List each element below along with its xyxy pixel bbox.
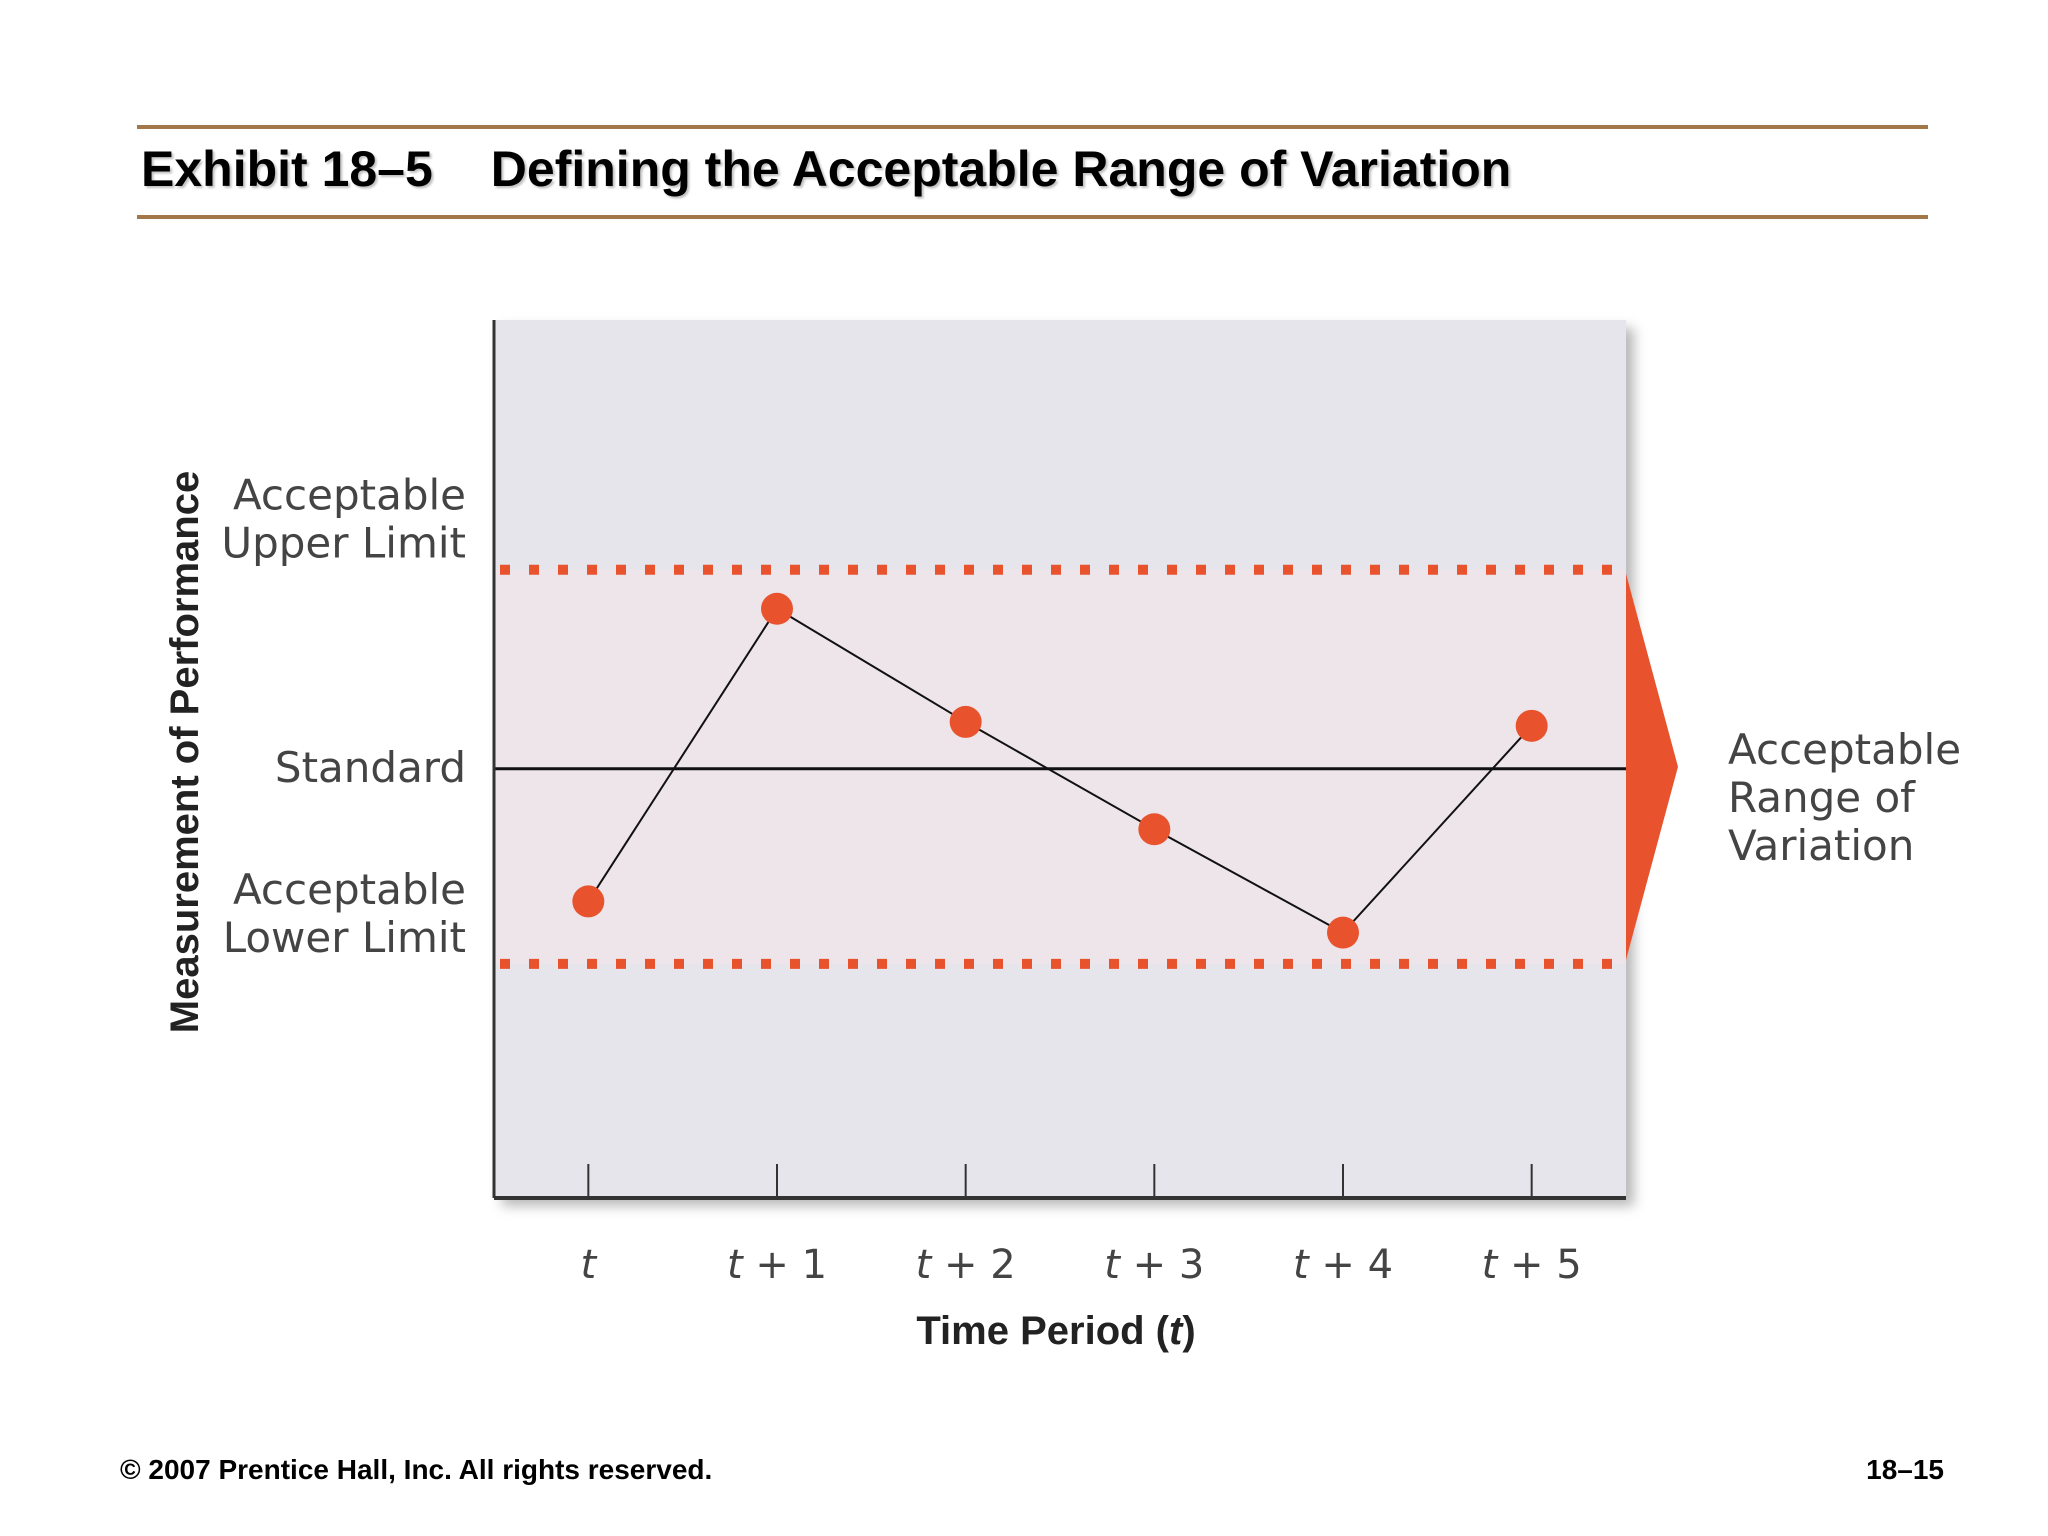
page-number: 18–15 [1866,1454,1944,1485]
reference-label-lower: Acceptable [233,865,466,914]
x-axis-title-main: Time Period ( [916,1309,1169,1353]
data-point [1327,916,1359,949]
reference-label-lower: Lower Limit [223,913,466,962]
series-line [587,607,1533,934]
x-tick-label-suffix: + 3 [1120,1242,1204,1288]
x-tick-label-var: t [1104,1242,1121,1288]
x-tick-label: t + 5 [1482,1242,1582,1288]
x-axis-title-var: t [1169,1309,1184,1353]
acceptable-band [494,569,1626,964]
reference-label-standard: Standard [275,743,466,792]
data-point [572,885,605,918]
x-tick-label-var: t [916,1242,933,1288]
x-tick-label: t + 1 [727,1242,827,1288]
slide-title: Exhibit 18–5 Defining the Acceptable Rang… [141,140,1511,198]
exhibit-title: Defining the Acceptable Range of Variati… [490,141,1512,197]
reference-label-upper: Acceptable [233,471,466,520]
x-tick-label: t + 3 [1104,1242,1204,1288]
data-point [1138,813,1171,846]
title-rule-top [137,125,1928,129]
data-point [761,592,793,625]
x-tick-label: t [580,1242,597,1288]
data-point [949,705,982,738]
exhibit-number: Exhibit 18–5 [141,141,433,197]
range-label: Range of [1728,773,1916,822]
x-axis-title: Time Period (t) [916,1309,1195,1353]
x-tick-label-suffix: + 1 [743,1242,827,1288]
x-axis-title-close: ) [1182,1309,1195,1353]
x-tick-label: t + 2 [916,1242,1016,1288]
range-label: Variation [1728,821,1914,870]
x-tick-label-var: t [1293,1242,1310,1288]
range-label: Acceptable [1728,725,1961,774]
x-tick-label: t + 4 [1293,1242,1393,1288]
title-rule-bottom [137,215,1928,219]
y-axis-title: Measurement of Performance [163,471,207,1033]
range-arrow [1626,573,1678,960]
x-tick-label-var: t [580,1242,597,1288]
data-point [1515,709,1548,742]
x-tick-label-suffix: + 2 [931,1242,1015,1288]
x-tick-label-var: t [1482,1242,1499,1288]
x-tick-label-suffix: + 4 [1309,1242,1393,1288]
x-tick-label-suffix: + 5 [1497,1242,1581,1288]
x-tick-label-var: t [727,1242,744,1288]
reference-label-upper: Upper Limit [221,519,466,568]
copyright-notice: © 2007 Prentice Hall, Inc. All rights re… [120,1454,713,1485]
